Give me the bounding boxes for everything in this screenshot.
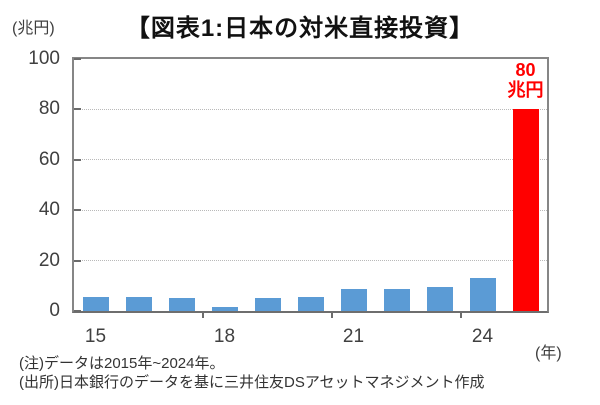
chart-title: 【図表1:日本の対米直接投資】 [125,15,475,42]
bar [426,287,453,311]
y-axis-tick-label: 0 [49,300,60,321]
bar [125,296,152,311]
bar [383,289,410,311]
y-axis-tick [74,259,81,262]
x-axis-tick [202,313,204,318]
x-axis-unit-label: (年) [535,345,562,362]
annotation-line: 兆円 [507,80,544,100]
x-axis-tick-label: 24 [471,326,494,347]
y-axis-tick [74,158,81,161]
y-axis-tick-label: 80 [38,98,60,120]
gridline [74,159,547,161]
y-axis-tick-label: 40 [38,199,60,221]
gridline [74,260,547,262]
gridline [74,209,547,211]
bar-value-annotation: 80 兆円 [508,60,544,100]
y-axis-tick [74,58,81,60]
y-axis-tick [74,209,81,212]
bar [211,306,238,311]
bar [168,298,195,311]
y-axis-tick [74,310,81,312]
x-axis-tick-label: 18 [213,326,236,347]
x-axis-tick-label: 21 [342,326,365,347]
footnote-source: (出所)日本銀行のデータを基に三井住友DSアセットマネジメント作成 [19,374,485,391]
plot-area [72,57,549,313]
gridline [74,108,547,110]
bar [82,296,109,311]
y-axis-unit-label: (兆円) [12,20,55,37]
bar [297,296,324,311]
bar [340,289,367,311]
bar [469,277,496,311]
y-axis-tick-label: 60 [38,148,60,170]
y-axis-tick [74,108,81,111]
footnote-data-range: (注)データは2015年~2024年。 [19,355,225,372]
y-axis-tick-label: 20 [38,249,60,271]
y-axis-tick-label: 100 [28,48,60,69]
x-axis-tick [331,313,333,318]
highlight-bar [512,109,539,311]
x-axis-tick-label: 15 [84,326,107,347]
bar [254,298,281,311]
x-axis-tick [460,313,462,318]
annotation-line: 80 [515,60,536,80]
